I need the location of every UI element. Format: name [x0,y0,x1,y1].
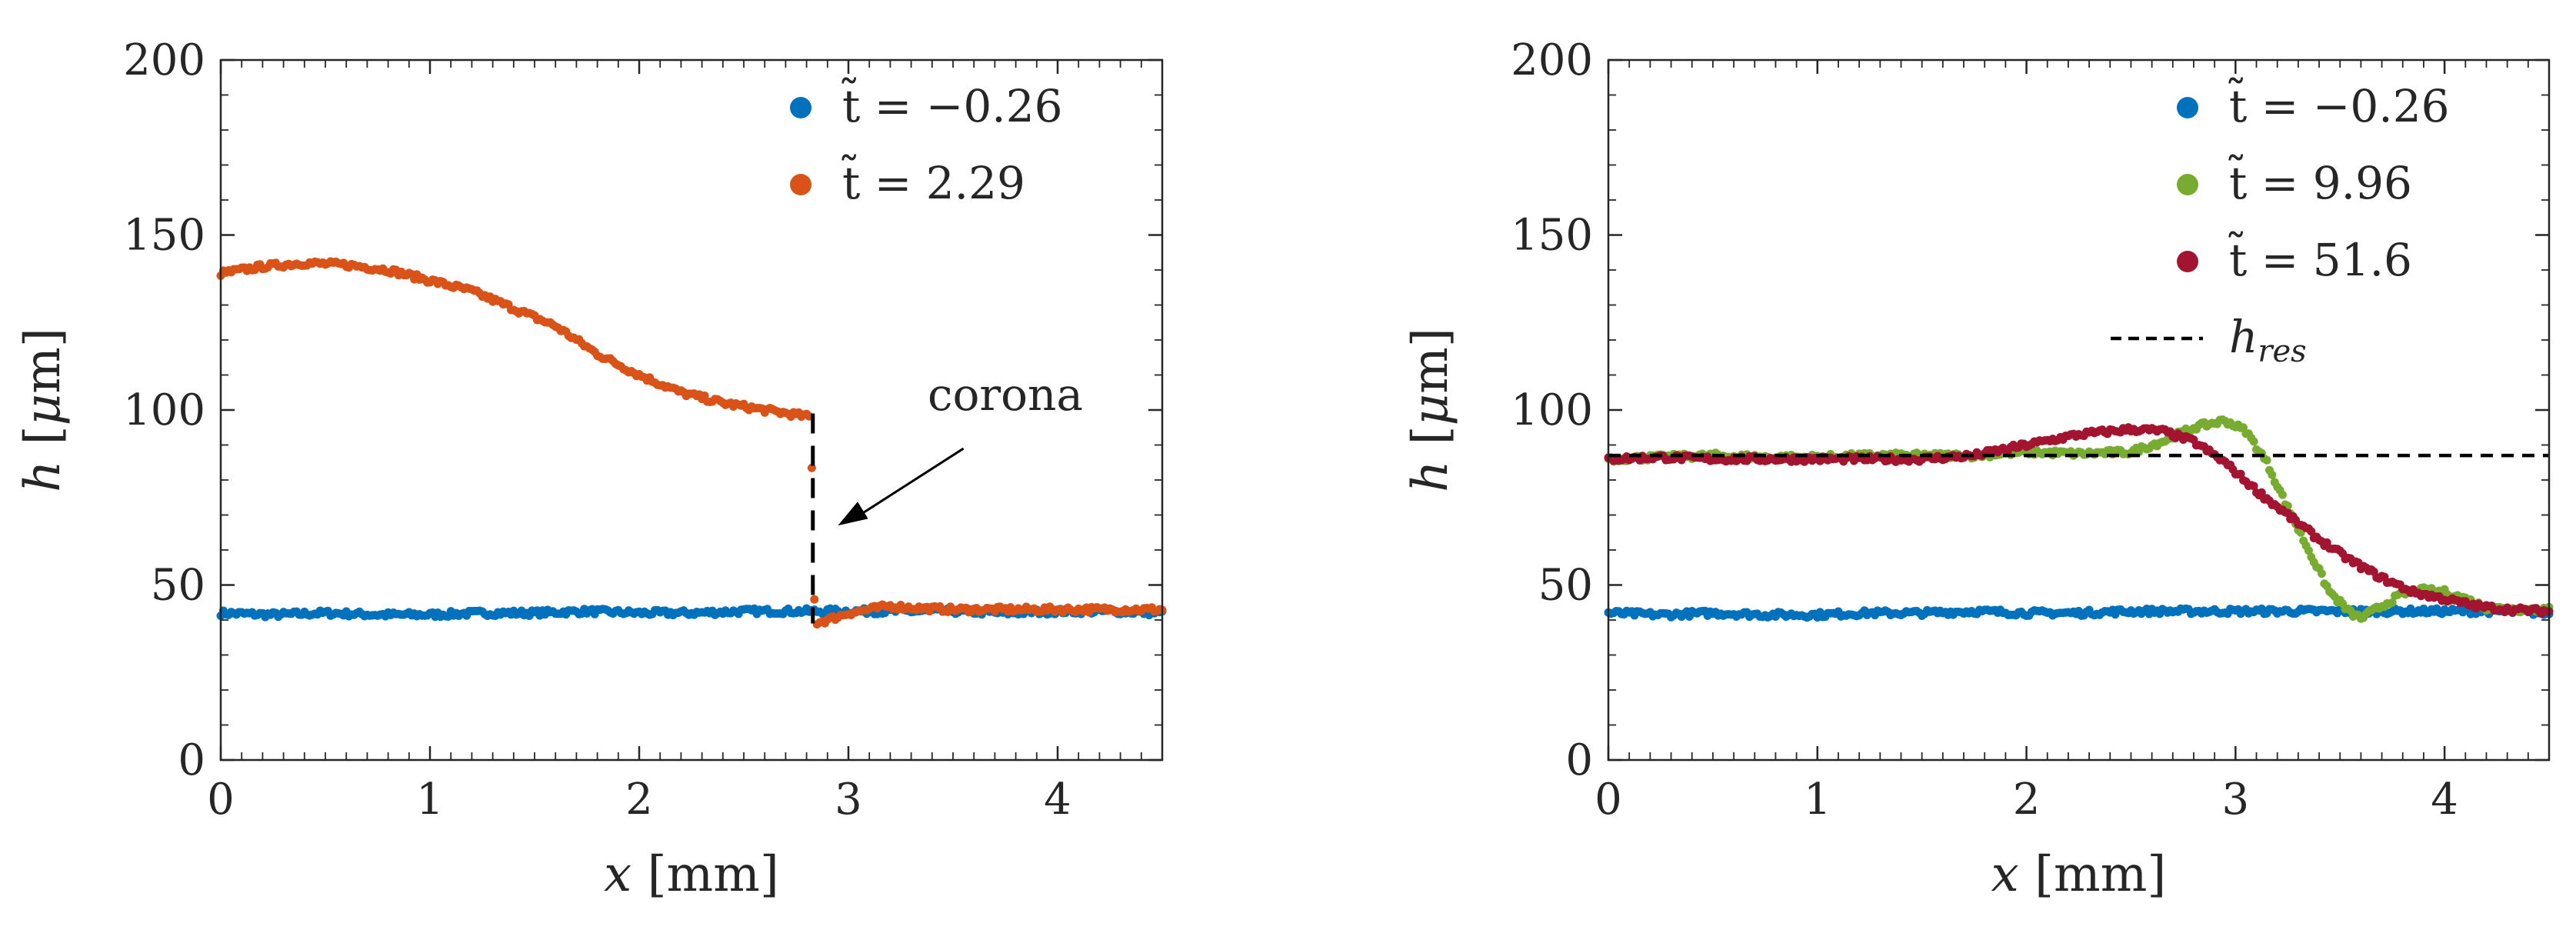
y-tick-label: 150 [1511,211,1593,261]
legend-label: t̃ = −0.26 [2228,77,2449,132]
x-tick-label: 1 [1804,775,1831,825]
corona-annotation: corona [838,368,1083,526]
legend-label: t̃ = −0.26 [841,77,1062,132]
left-data-marks [216,257,1167,629]
right-x-tick-labels: 0 1 2 3 4 [1595,775,2458,825]
right-axes-frame [1607,58,2551,762]
left-axes-frame [219,58,1164,762]
right-x-axis-label: x [mm] [1991,846,2167,903]
corona-arrow-shaft [851,447,965,522]
data-point [2268,470,2277,479]
right-legend-entry-1: t̃ = −0.26 [2177,77,2450,132]
right-axis-ticks [1607,58,2550,762]
left-legend-entry-2: t̃ = 2.29 [790,154,1025,209]
left-x-axis-label: x [mm] [604,846,779,903]
left-legend: t̃ = −0.26 t̃ = 2.29 [790,77,1063,209]
right-plot-area [1604,415,2554,623]
corona-label: corona [928,368,1083,421]
y-tick-label: 0 [178,735,205,785]
data-point [2249,482,2258,491]
data-point [2257,488,2266,497]
x-tick-label: 3 [835,775,862,825]
corona-arrow-head [838,502,868,526]
legend-marker [2177,251,2198,272]
legend-marker [2177,174,2198,195]
right-legend-entry-2: t̃ = 9.96 [2177,154,2412,209]
data-point [2278,490,2287,499]
y-tick-label: 200 [123,35,205,85]
x-tick-label: 1 [416,775,444,825]
data-point [2249,437,2258,446]
y-tick-label: 150 [123,211,205,261]
data-point [807,463,816,472]
x-tick-label: 3 [2222,775,2250,825]
y-tick-label: 100 [123,385,205,435]
left-y-tick-labels: 0 50 100 150 200 [123,35,205,785]
x-tick-label: 0 [1595,775,1622,825]
y-tick-label: 0 [1565,735,1593,785]
data-point [2388,598,2397,607]
left-legend-entry-1: t̃ = −0.26 [790,77,1063,132]
data-point [2236,469,2245,478]
right-y-axis-label: h [μm] [1402,328,1459,492]
x-tick-label: 2 [2013,775,2041,825]
data-point [2262,455,2271,465]
legend-label: t̃ = 51.6 [2228,231,2412,286]
legend-marker [790,97,811,118]
data-point [810,595,819,604]
legend-label: t̃ = 9.96 [2228,154,2412,209]
legend-label: t̃ = 2.29 [841,154,1025,209]
left-y-axis-label: h [μm] [15,328,72,492]
left-x-tick-labels: 0 1 2 3 4 [207,775,1071,825]
y-tick-label: 200 [1511,35,1593,85]
series-3 [1604,423,2554,618]
legend-marker [2177,97,2198,118]
right-legend: t̃ = −0.26 t̃ = 9.96 t̃ = 51.6 hres [2111,77,2450,369]
x-tick-label: 2 [625,775,653,825]
h-res-main: h [2229,311,2258,363]
right-panel: 0 1 2 3 4 0 50 100 150 200 x [mm] h [μm] t̃ = −0… [1402,35,2554,903]
y-tick-label: 100 [1511,385,1593,435]
y-tick-label: 50 [1538,561,1593,611]
right-data-marks [1604,415,2554,623]
legend-label-h-res: hres [2229,311,2307,369]
y-tick-label: 50 [151,561,205,611]
right-legend-entry-ref: hres [2111,311,2307,369]
left-plot-area: corona [216,257,1167,629]
x-tick-label: 0 [207,775,235,825]
legend-marker [790,174,811,195]
data-point [2317,569,2326,578]
series-2 [216,257,1167,629]
h-res-sub: res [2258,334,2306,369]
x-tick-label: 4 [1044,775,1071,825]
right-y-tick-labels: 0 50 100 150 200 [1511,35,1593,785]
right-legend-entry-3: t̃ = 51.6 [2177,231,2412,286]
x-tick-label: 4 [2431,775,2458,825]
data-point [2307,527,2316,536]
data-point [2304,546,2313,555]
